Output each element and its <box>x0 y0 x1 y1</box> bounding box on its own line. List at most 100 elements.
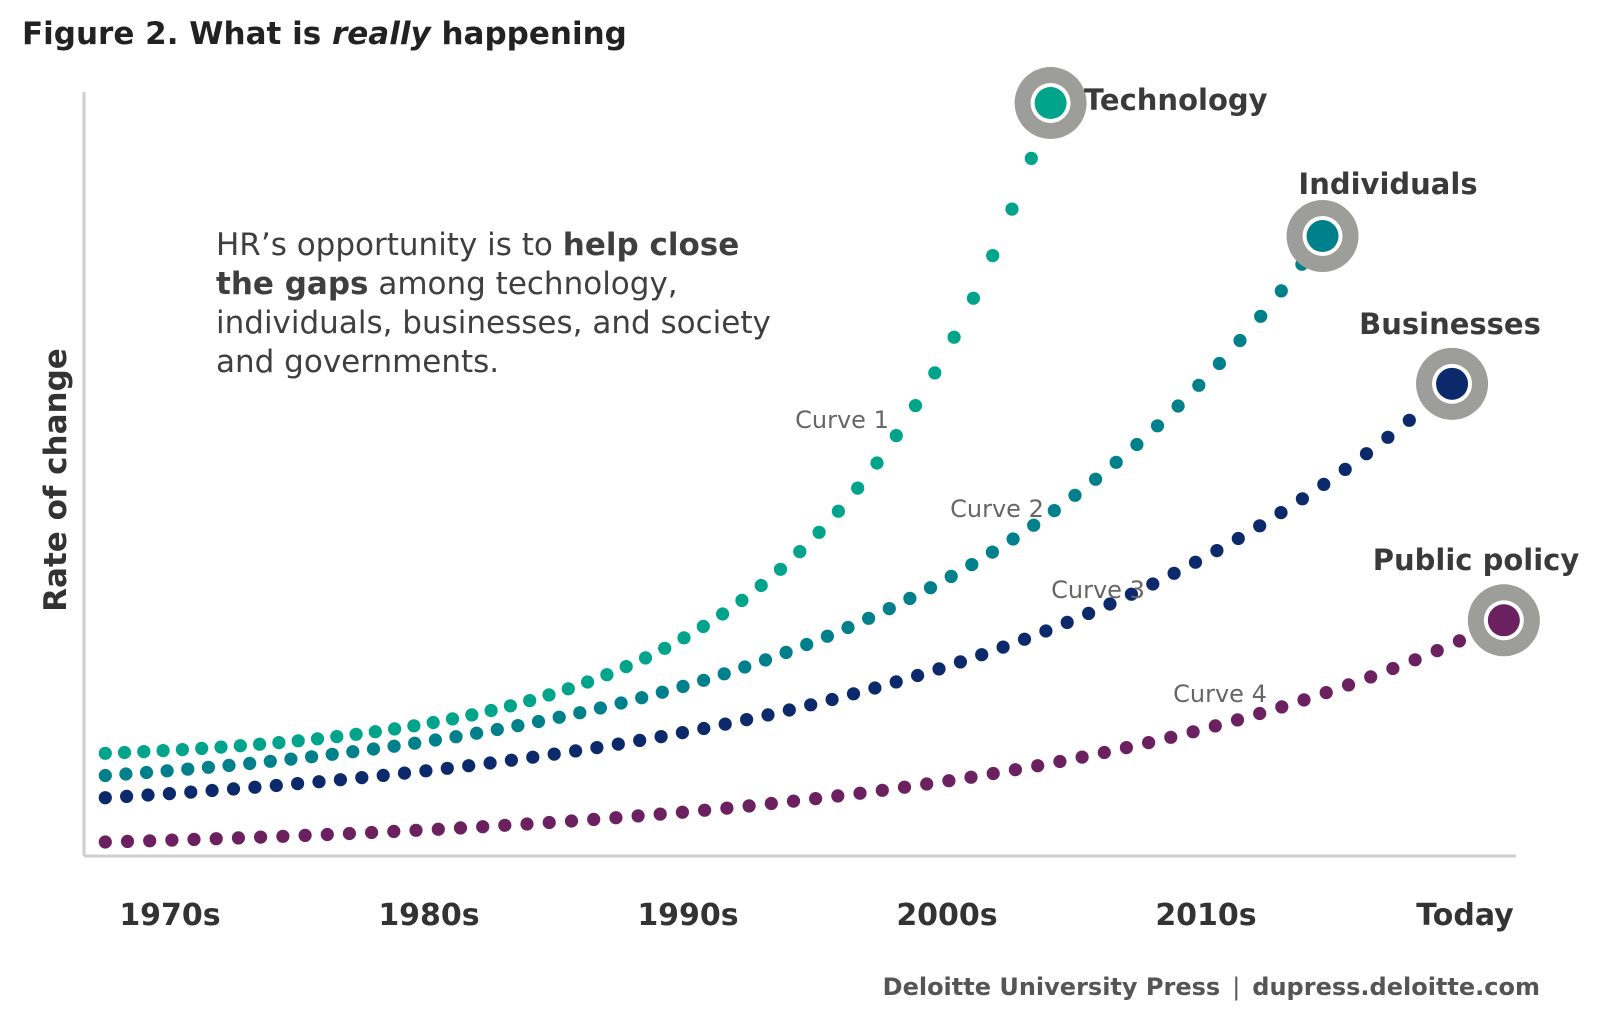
data-point <box>1047 504 1061 518</box>
data-point <box>1167 566 1181 580</box>
data-point <box>1188 555 1203 569</box>
data-point <box>779 645 793 660</box>
data-point <box>476 820 490 834</box>
data-point <box>1274 505 1288 520</box>
data-point <box>773 562 788 576</box>
data-point <box>897 780 912 794</box>
data-point <box>504 753 518 767</box>
x-tick-label: 2010s <box>1155 898 1256 933</box>
data-point <box>1230 713 1245 727</box>
data-point <box>923 581 938 595</box>
data-point <box>254 830 268 844</box>
data-point <box>761 708 775 722</box>
data-point <box>484 703 498 718</box>
data-point <box>676 679 690 694</box>
data-point <box>638 651 653 665</box>
data-point <box>1253 706 1267 721</box>
data-point <box>1124 587 1138 601</box>
data-point <box>953 655 968 669</box>
data-point <box>201 760 215 774</box>
data-point <box>862 611 876 625</box>
callout-bold: help close the gaps <box>216 227 740 302</box>
data-point <box>658 641 672 655</box>
data-point <box>1017 632 1032 646</box>
data-point <box>98 768 112 783</box>
data-point <box>889 675 903 689</box>
data-point <box>310 732 325 746</box>
data-point <box>483 756 497 770</box>
data-point <box>996 640 1010 654</box>
data-point <box>717 667 731 681</box>
data-point <box>431 822 445 836</box>
data-point <box>498 818 512 832</box>
data-point <box>882 602 896 616</box>
data-point <box>276 829 290 843</box>
data-point <box>720 801 734 815</box>
data-point <box>831 789 845 803</box>
data-point <box>965 558 979 572</box>
data-point <box>1005 202 1019 216</box>
data-point <box>675 726 690 740</box>
data-point <box>1142 736 1156 750</box>
data-point <box>1338 462 1352 476</box>
data-point <box>349 727 363 741</box>
title-prefix: Figure 2. What is <box>22 16 332 52</box>
data-point <box>366 742 381 756</box>
data-point <box>1408 653 1422 667</box>
endpoint-marker <box>1487 604 1520 637</box>
data-point <box>1210 544 1224 558</box>
series-name-label: Businesses <box>1359 307 1541 341</box>
data-point <box>986 766 1000 781</box>
x-tick-label: 1970s <box>119 898 220 933</box>
data-point <box>754 578 768 593</box>
data-point <box>841 620 855 635</box>
data-point <box>903 591 917 606</box>
data-point <box>137 745 151 759</box>
footer-separator: | <box>1232 973 1241 1001</box>
endpoint-marker <box>1306 220 1339 253</box>
data-point <box>735 593 749 608</box>
data-point <box>355 771 369 785</box>
data-point <box>619 660 633 674</box>
endpoint-marker <box>1034 87 1067 119</box>
data-point <box>520 817 534 831</box>
callout-part2: among technology, individuals, businesse… <box>216 266 771 380</box>
y-axis-label: Rate of change <box>38 348 74 612</box>
data-point <box>291 734 305 748</box>
data-point <box>1024 151 1038 165</box>
data-point <box>365 825 379 840</box>
data-point <box>160 764 174 778</box>
footer-publisher: Deloitte University Press <box>882 973 1221 1001</box>
data-point <box>1053 754 1067 769</box>
data-point <box>272 736 286 750</box>
data-point <box>932 662 946 676</box>
data-point <box>564 814 579 828</box>
data-point <box>1082 606 1096 621</box>
data-point <box>635 691 649 705</box>
data-point <box>654 730 668 744</box>
data-point <box>696 619 710 634</box>
data-point <box>966 291 981 305</box>
data-point <box>718 717 732 731</box>
data-point <box>964 770 978 784</box>
data-point <box>342 826 356 841</box>
data-point <box>397 766 412 780</box>
data-point <box>1275 700 1289 714</box>
data-point <box>1402 413 1416 427</box>
data-point <box>1060 615 1074 630</box>
title-suffix: happening <box>430 16 627 52</box>
data-point <box>1075 750 1089 764</box>
data-point <box>1297 693 1311 707</box>
data-point <box>1233 333 1247 348</box>
series-name-label: Individuals <box>1298 167 1477 201</box>
data-point <box>1097 745 1111 760</box>
data-point <box>742 799 756 813</box>
data-point <box>233 739 247 753</box>
data-point <box>1386 661 1400 676</box>
data-point <box>1089 472 1103 486</box>
data-point <box>920 777 934 791</box>
data-point <box>944 569 958 584</box>
data-point <box>511 719 525 733</box>
data-point <box>253 737 267 751</box>
data-point <box>1027 518 1041 532</box>
